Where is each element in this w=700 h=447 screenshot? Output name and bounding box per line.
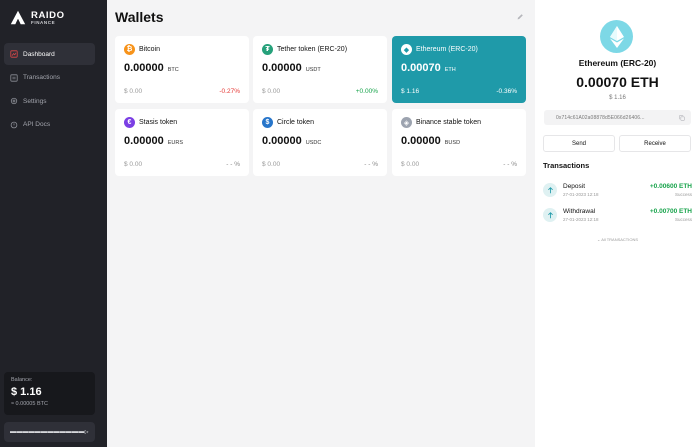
balance-usd: $ 1.16 [11, 386, 42, 398]
wallet-currency: USDT [305, 67, 321, 73]
transaction-row[interactable]: Deposit 27-01-2023 12:18 +0.00600 ETH Su… [543, 180, 692, 200]
sidebar-item-label: Settings [23, 97, 47, 105]
raido-logo-icon [10, 10, 26, 25]
transaction-date: 27-01-2023 12:18 [563, 192, 599, 197]
balance-card: Balance: $ 1.16 ≈ 0.00005 BTC [4, 372, 95, 415]
transaction-amount: +0.00700 ETH [649, 208, 692, 215]
transaction-type: Withdrawal [563, 208, 596, 215]
wallet-currency: EURS [167, 140, 184, 146]
all-transactions-label: All TRANSACTIONS [601, 237, 639, 242]
wallet-name: Bitcoin [139, 46, 161, 53]
sidebar-item-label: Dashboard [23, 50, 55, 58]
wallet-usd-value: $ 0.00 [124, 161, 143, 168]
wallet-usd-value: $ 1.16 [401, 88, 420, 95]
logo-title: RAIDO [31, 9, 65, 21]
all-transactions-link[interactable]: ⌄ All TRANSACTIONS [535, 237, 700, 242]
edit-icon[interactable] [516, 13, 524, 21]
binance-busd-icon: ◈ [401, 117, 412, 128]
wallet-amount: 0.00070 [401, 62, 441, 74]
transaction-amount: +0.00600 ETH [649, 183, 692, 190]
tether-icon: ₮ [262, 44, 273, 55]
wallet-name: Binance stable token [416, 119, 481, 126]
wallet-change: - - % [364, 161, 378, 168]
wallet-usd-value: $ 0.00 [262, 161, 281, 168]
wallet-amount: 0.00000 [262, 62, 302, 74]
wallet-change: -0.36% [496, 88, 517, 95]
wallet-address: 0x714c61A02a08878d5E066d26406... [556, 114, 645, 121]
transaction-row[interactable]: Withdrawal 27-01-2023 12:18 +0.00700 ETH… [543, 205, 692, 225]
wallet-usd-value: $ 0.00 [124, 88, 143, 95]
wallet-card-tether[interactable]: ₮ Tether token (ERC-20) 0.00000 USDT $ 0… [253, 36, 387, 103]
bitcoin-icon: ₿ [124, 44, 135, 55]
detail-wallet-name: Ethereum (ERC-20) [578, 58, 657, 68]
transaction-status: Success [674, 217, 692, 222]
wallet-card-stasis[interactable]: € Stasis token 0.00000 EURS $ 0.00 - - % [115, 109, 249, 176]
stasis-euro-icon: € [124, 117, 135, 128]
logo[interactable]: RAIDO FINANCE [9, 9, 65, 27]
wallet-amount: 0.00000 [262, 135, 302, 147]
wallet-change: +0.00% [355, 88, 378, 95]
wallet-card-circle[interactable]: $ Circle token 0.00000 USDC $ 0.00 - - % [253, 109, 387, 176]
send-button[interactable]: Send [543, 135, 615, 152]
balance-label: Balance: [11, 377, 33, 383]
wallet-name: Ethereum (ERC-20) [416, 46, 478, 53]
arrow-up-icon [543, 208, 557, 222]
wallet-currency: ETH [444, 67, 456, 73]
wallet-amount: 0.00000 [124, 62, 164, 74]
sidebar-item-label: Transactions [23, 74, 60, 81]
transactions-icon [10, 73, 18, 82]
user-row[interactable]: ▬▬▬▬▬▬▬▬▬▬▬▬ [4, 422, 95, 442]
wallet-name: Tether token (ERC-20) [277, 46, 348, 53]
wallet-name: Circle token [277, 119, 314, 126]
balance-btc: ≈ 0.00005 BTC [11, 401, 48, 407]
wallet-change: -0.27% [219, 88, 240, 95]
dashboard-icon [10, 50, 18, 58]
sidebar-item-settings[interactable]: Settings [4, 90, 95, 112]
wallet-detail-panel: Ethereum (ERC-20) 0.00070 ETH $ 1.16 0x7… [535, 0, 700, 447]
wallet-name: Stasis token [139, 119, 178, 126]
transactions-title: Transactions [543, 161, 590, 170]
sidebar-item-label: API Docs [23, 121, 51, 128]
sidebar-item-dashboard[interactable]: Dashboard [4, 43, 95, 65]
sidebar-nav: Dashboard Transactions Settings API Docs [4, 43, 95, 137]
detail-amount: 0.00070 ETH [576, 74, 659, 90]
wallet-change: - - % [503, 161, 517, 168]
arrow-up-icon [543, 183, 557, 197]
chevron-down-icon: ⌄ [596, 237, 602, 242]
wallet-address-field[interactable]: 0x714c61A02a08878d5E066d26406... [544, 110, 691, 125]
wallet-currency: BUSD [444, 140, 461, 146]
wallet-usd-value: $ 0.00 [401, 161, 420, 168]
page-title: Wallets [115, 9, 164, 25]
logout-icon[interactable] [84, 428, 89, 436]
receive-button[interactable]: Receive [619, 135, 691, 152]
wallet-currency: BTC [167, 67, 179, 73]
ethereum-icon: ◆ [401, 44, 412, 55]
transaction-date: 27-01-2023 12:18 [563, 217, 599, 222]
wallet-change: - - % [226, 161, 240, 168]
wallet-amount: 0.00000 [401, 135, 441, 147]
wallet-card-ethereum[interactable]: ◆ Ethereum (ERC-20) 0.00070 ETH $ 1.16 -… [392, 36, 526, 103]
wallet-card-bitcoin[interactable]: ₿ Bitcoin 0.00000 BTC $ 0.00 -0.27% [115, 36, 249, 103]
logo-subtitle: FINANCE [31, 20, 56, 25]
ethereum-icon [600, 20, 633, 53]
transaction-status: Success [674, 192, 692, 197]
main-content: Wallets ₿ Bitcoin 0.00000 BTC $ 0.00 -0.… [107, 0, 535, 447]
wallet-usd-value: $ 0.00 [262, 88, 281, 95]
sidebar-item-transactions[interactable]: Transactions [4, 67, 95, 89]
circle-usdc-icon: $ [262, 117, 273, 128]
sidebar: RAIDO FINANCE Dashboard Transactions Set… [0, 0, 107, 447]
wallet-currency: USDC [305, 140, 322, 146]
api-docs-icon [10, 121, 18, 129]
gear-icon [10, 97, 18, 105]
wallet-amount: 0.00000 [124, 135, 164, 147]
detail-usd-value: $ 1.16 [609, 95, 626, 101]
wallet-card-binance[interactable]: ◈ Binance stable token 0.00000 BUSD $ 0.… [392, 109, 526, 176]
transaction-type: Deposit [563, 183, 586, 190]
copy-icon[interactable] [679, 114, 685, 121]
sidebar-item-api-docs[interactable]: API Docs [4, 114, 95, 136]
user-name: ▬▬▬▬▬▬▬▬▬▬▬▬ [10, 429, 85, 435]
